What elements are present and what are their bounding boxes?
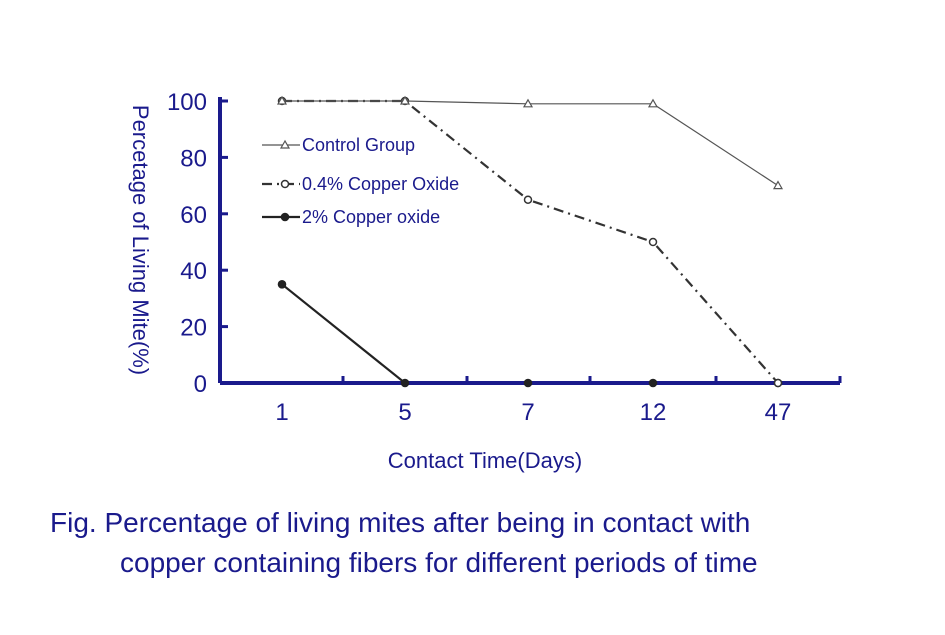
legend-item: Control Group: [262, 135, 415, 155]
line-chart: 0 20 40 60 80 100 1 5 7 12 47 Control Group 0.4% Co…: [128, 89, 842, 473]
data-point: [523, 378, 533, 388]
data-point: [648, 237, 658, 247]
legend-item: 2% Copper oxide: [262, 207, 440, 227]
series-line: [281, 283, 406, 384]
data-point: [773, 378, 783, 388]
figure-caption: Fig. Percentage of living mites after be…: [50, 503, 940, 583]
y-tick-label: 60: [180, 202, 207, 229]
y-tick-label: 0: [194, 371, 207, 398]
x-tick-label: 5: [398, 399, 411, 426]
legend-marker: [280, 179, 290, 189]
legend-marker: [279, 139, 291, 149]
y-tick-label: 20: [180, 315, 207, 342]
y-tick-label: 80: [180, 145, 207, 172]
data-point: [276, 95, 288, 105]
y-tick-label: 40: [180, 258, 207, 285]
legend: Control Group 0.4% Copper Oxide 2% Copper …: [262, 135, 459, 227]
data-point: [399, 95, 411, 105]
x-tick-label: 7: [521, 399, 534, 426]
x-tick-label: 47: [765, 399, 792, 426]
x-tick-label: 12: [640, 399, 667, 426]
legend-marker: [280, 212, 290, 222]
legend-item: 0.4% Copper Oxide: [262, 174, 459, 194]
y-tick-label: 100: [167, 89, 207, 116]
data-point: [277, 280, 287, 289]
legend-label: 0.4% Copper Oxide: [302, 174, 459, 194]
data-point: [400, 378, 410, 388]
y-axis-title: Percetage of Living Mite(%): [128, 105, 153, 375]
x-axis-title: Contact Time(Days): [388, 448, 582, 473]
data-point: [523, 195, 533, 204]
data-point: [772, 180, 784, 190]
caption-line-2: copper containing fibers for different p…: [120, 547, 758, 578]
data-point: [522, 98, 534, 108]
axes: 0 20 40 60 80 100 1 5 7 12 47: [167, 89, 842, 426]
data-point: [647, 98, 659, 108]
caption-line-1: Fig. Percentage of living mites after be…: [50, 507, 751, 538]
legend-label: 2% Copper oxide: [302, 207, 440, 227]
x-tick-label: 1: [275, 399, 288, 426]
series-1: [276, 95, 784, 190]
series-3: [277, 280, 783, 388]
series-layer: [276, 95, 784, 388]
data-point: [648, 378, 658, 388]
legend-label: Control Group: [302, 135, 415, 155]
